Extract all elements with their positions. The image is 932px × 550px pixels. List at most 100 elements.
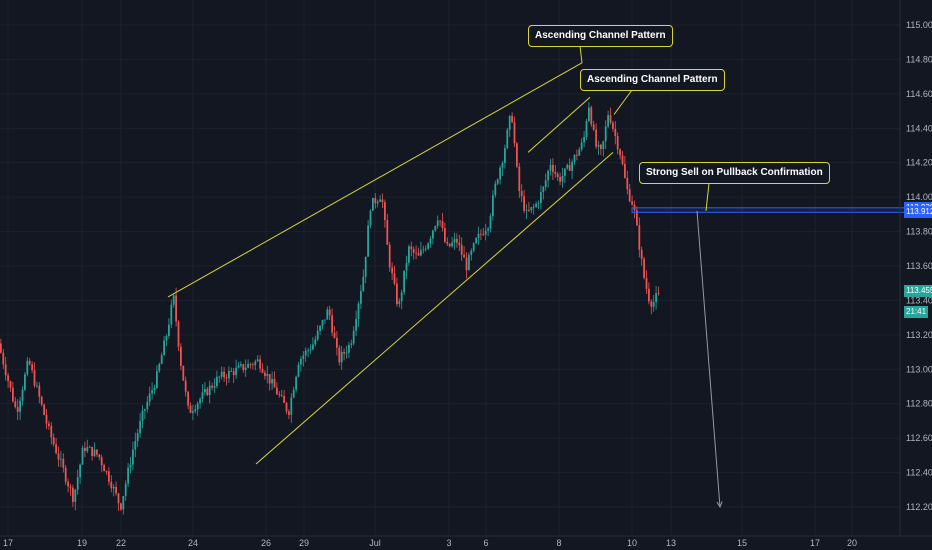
candle-body [112,486,115,489]
trendline[interactable] [167,62,583,298]
candle-body [592,124,595,130]
candle-body [624,163,626,178]
candle-body [4,364,7,376]
candle-body [213,386,216,388]
candle-body [331,315,333,333]
candle-body [225,377,228,379]
candle-body [506,129,509,149]
y-tick-label: 113.400 [906,295,932,305]
projection-arrow-head [716,501,723,509]
candle-body [436,220,439,226]
candle-body [444,228,446,242]
candle-body [636,210,638,226]
candle-body [40,396,43,405]
candle-body [314,339,317,345]
candle-body [463,254,465,258]
candle-body [460,244,463,255]
x-tick-label: 24 [188,538,198,548]
y-tick-label: 113.800 [906,227,932,237]
candle-body [115,486,117,494]
candle-body [24,374,26,390]
y-tick-label: 112.400 [906,468,932,478]
candle-body [36,385,38,387]
candle-body [67,481,69,487]
candle-body [196,403,199,410]
x-tick-label: 3 [446,538,451,548]
candle-body [655,293,657,303]
candle-body [350,343,353,345]
candle-body [544,180,547,187]
candle-body [475,238,477,244]
candle-body [33,370,36,386]
trendline[interactable] [255,152,614,465]
candle-body [148,393,151,402]
candle-body [376,201,379,204]
candle-body [98,454,101,458]
candle-body [158,364,161,372]
candle-body [55,444,57,454]
candle-body [285,402,288,412]
candle-body [537,203,540,204]
candle-body [600,144,602,149]
annotation-callout[interactable]: Ascending Channel Pattern [580,69,725,91]
candle-body [379,199,381,202]
candle-body [525,209,528,211]
candle-body [561,175,564,182]
x-tick-label: 10 [627,538,637,548]
candle-body [396,283,398,305]
candle-body [648,288,650,302]
candle-body [542,186,545,192]
candle-body [45,414,48,424]
candle-body [120,503,122,510]
candle-body [628,189,631,202]
pullback-zone-box[interactable] [631,207,932,213]
candle-body [645,277,648,289]
candle-body [580,142,583,150]
candle-body [369,210,372,226]
candle-body [393,273,396,284]
candle-body [163,340,165,356]
candle-body [398,301,401,305]
candle-body [7,375,9,382]
candle-body [523,196,525,211]
annotation-callout[interactable]: Ascending Channel Pattern [528,25,673,47]
candle-body [484,230,487,235]
candle-body [345,352,348,354]
candle-body [588,107,590,122]
candle-body [532,206,535,208]
candle-body [254,361,257,366]
candle-body [434,225,437,231]
candle-body [144,409,146,411]
candle-body [333,332,336,338]
x-axis-ticks: 17 19 22 24 26 29 Jul 3 6 8 10 13 15 17 20 [3,538,857,548]
x-tick-label: 13 [666,538,676,548]
annotation-callout[interactable]: Strong Sell on Pullback Confirmation [639,162,830,184]
candle-body [240,364,242,366]
candle-body [422,249,425,251]
candle-body [343,351,345,354]
candle-body [657,293,660,294]
candle-body [441,221,444,229]
candle-body [283,395,285,403]
candle-body [405,262,408,271]
candle-body [504,148,506,163]
y-tick-label: 115.000 [906,20,932,30]
trendline[interactable] [527,96,591,153]
candle-body [607,115,609,127]
candle-body [19,400,21,412]
candle-body [362,276,365,292]
candle-body [151,390,153,394]
candle-body [88,446,91,448]
candle-body [348,344,350,353]
candle-body [136,433,139,441]
candle-body [456,238,458,243]
candle-body [182,365,185,381]
candle-body [290,397,293,415]
projection-arrow-line[interactable] [696,210,721,508]
candle-body [48,423,50,426]
candle-body [448,243,451,247]
candle-body [187,391,189,406]
candle-body [235,367,237,376]
candle-body [381,199,384,203]
